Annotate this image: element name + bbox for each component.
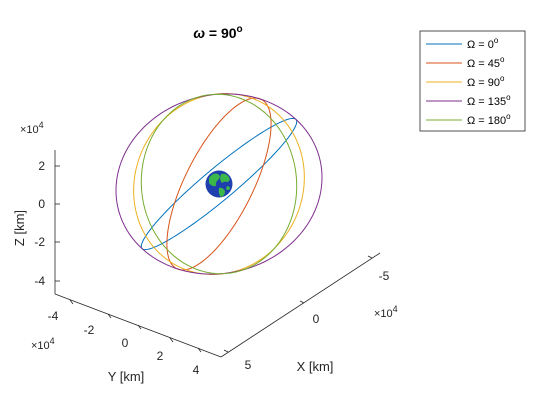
y-tick-mark <box>107 313 112 319</box>
chart-title: ω = 90o <box>193 24 242 41</box>
x-tick-label: 0 <box>313 312 320 326</box>
y-tick-mark <box>69 299 74 305</box>
y-tick-label: -4 <box>48 309 59 323</box>
earth-land <box>226 186 230 190</box>
z-tick-label: -2 <box>34 235 45 249</box>
earth-land <box>209 173 220 187</box>
legend-label-4: Ω = 180o <box>467 112 511 127</box>
z-tick-label: 0 <box>38 197 45 211</box>
z-tick-label: -4 <box>34 274 45 288</box>
legend: Ω = 0o Ω = 45o Ω = 90o Ω = 135o Ω = 180o <box>419 30 526 132</box>
z-exponent-label: ×104 <box>20 120 44 136</box>
x-tick-mark <box>367 255 373 259</box>
title-text: = 90 <box>205 25 237 41</box>
x-axis-label: X [km] <box>297 359 334 374</box>
y-axis-label: Y [km] <box>108 369 145 384</box>
y-tick-label: -2 <box>84 323 95 337</box>
z-ticks: 2 0 -2 -4 ×104 Z [km] <box>12 120 60 288</box>
x-exponent-label: ×104 <box>374 304 398 320</box>
x-ticks: 5 0 -5 ×104 X [km] <box>223 255 398 374</box>
orbit-line-0 <box>140 117 298 251</box>
orbit-lines <box>115 93 323 275</box>
y-tick-mark <box>169 337 174 343</box>
x-tick-mark <box>299 300 305 304</box>
title-omega-symbol: ω <box>193 25 205 41</box>
y-tick-mark <box>197 347 202 353</box>
x-tick-label: -5 <box>379 269 390 283</box>
orbit-line-4 <box>140 93 298 275</box>
z-tick-label: 2 <box>38 159 45 173</box>
legend-label-2: Ω = 90o <box>467 74 505 89</box>
z-axis-label: Z [km] <box>12 210 27 246</box>
y-tick-label: 0 <box>122 336 129 350</box>
y-exponent-label: ×104 <box>31 336 55 352</box>
earth-globe <box>205 170 233 198</box>
x-axis-line <box>220 252 381 358</box>
y-ticks: -4 -2 0 2 4 ×104 Y [km] <box>31 299 202 384</box>
earth-ocean <box>205 170 233 198</box>
earth-land <box>218 187 225 197</box>
legend-label-1: Ω = 45o <box>467 55 505 70</box>
orbit-line-1 <box>166 97 272 271</box>
y-tick-mark <box>137 324 142 330</box>
legend-label-0: Ω = 0o <box>467 36 499 51</box>
x-tick-mark <box>223 349 229 353</box>
title-degree-sup: o <box>237 24 243 35</box>
y-tick-label: 2 <box>157 349 164 363</box>
earth-land <box>220 173 230 183</box>
legend-box <box>419 30 526 132</box>
x-tick-label: 5 <box>245 358 252 372</box>
y-tick-label: 4 <box>193 363 200 377</box>
legend-label-3: Ω = 135o <box>467 93 511 108</box>
